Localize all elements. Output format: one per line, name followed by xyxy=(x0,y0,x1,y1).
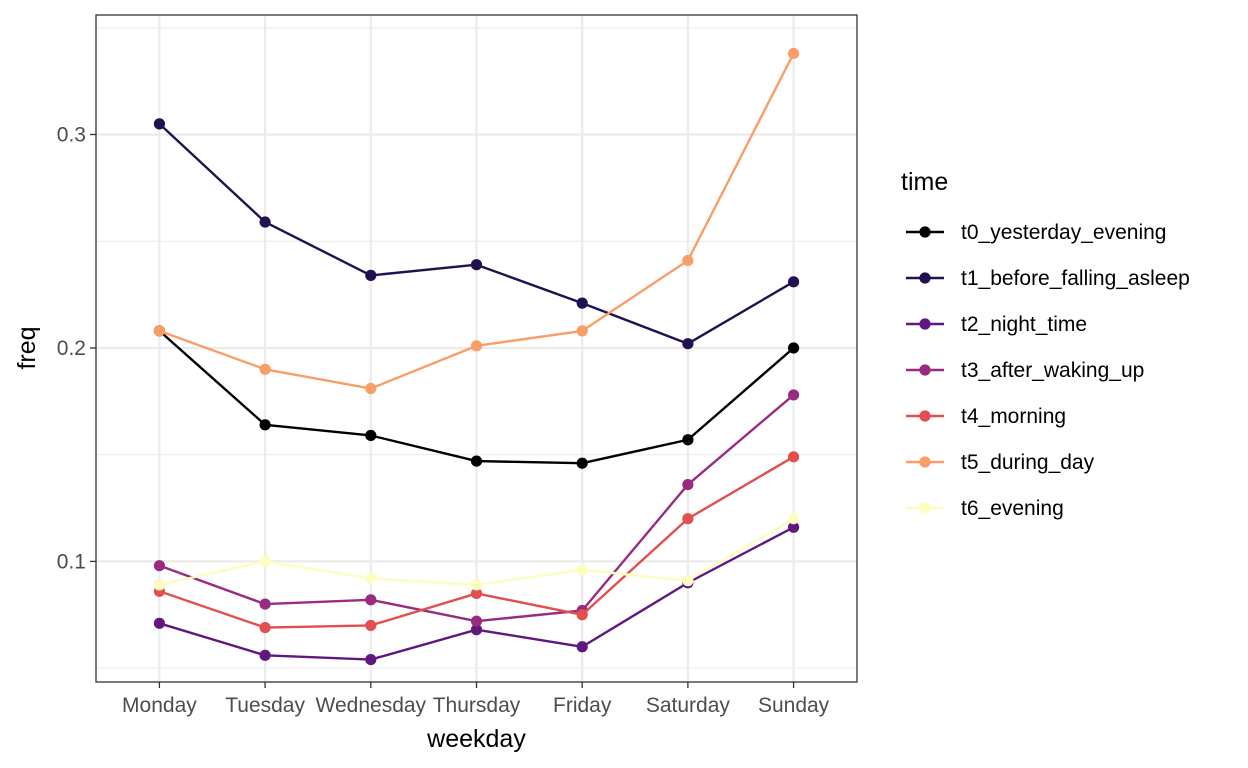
x-tick-label: Tuesday xyxy=(225,694,305,717)
data-point-t0-yesterday-evening xyxy=(470,455,483,467)
data-point-t6-evening xyxy=(365,572,377,585)
legend-key-point xyxy=(919,272,931,284)
data-point-t1-before-falling-asleep xyxy=(259,216,271,228)
y-tick-label: 0.3 xyxy=(57,124,86,147)
data-point-t5-during-day xyxy=(153,325,166,337)
x-tick-label: Wednesday xyxy=(316,694,427,717)
y-tick-label: 0.1 xyxy=(57,550,86,573)
data-point-t2-night-time xyxy=(153,617,166,629)
data-point-t1-before-falling-asleep xyxy=(576,297,588,309)
data-point-t4-morning xyxy=(787,451,800,463)
legend-label: t1_before_falling_asleep xyxy=(961,267,1190,290)
y-tick-label: 0.2 xyxy=(57,337,86,360)
x-axis: Monday Tuesday Wednesday Thursday Friday Satu… xyxy=(122,682,830,717)
data-point-t5-during-day xyxy=(787,47,800,60)
data-point-t6-evening xyxy=(576,564,588,576)
x-tick-label: Thursday xyxy=(433,694,521,717)
legend-key-point xyxy=(919,226,931,238)
legend-item-t0-yesterday-evening: t0_yesterday_evening xyxy=(906,221,1166,244)
legend-label: t4_morning xyxy=(961,405,1066,428)
legend-key-point xyxy=(919,318,931,330)
legend-item-t2-night-time: t2_night_time xyxy=(906,313,1087,336)
series-t1-before-falling-asleep xyxy=(153,118,800,350)
y-axis-title: freq xyxy=(13,326,41,369)
legend-item-t3-after-waking-up: t3_after_waking_up xyxy=(906,359,1144,382)
legend-label: t3_after_waking_up xyxy=(961,359,1144,382)
series-t4-morning xyxy=(153,451,800,634)
data-point-t5-during-day xyxy=(682,254,694,267)
data-point-t2-night-time xyxy=(787,521,800,533)
data-point-t0-yesterday-evening xyxy=(259,419,271,431)
data-point-t2-night-time xyxy=(259,649,271,661)
data-point-t3-after-waking-up xyxy=(153,560,166,572)
data-point-t0-yesterday-evening xyxy=(682,434,694,446)
data-point-t0-yesterday-evening xyxy=(576,457,588,469)
data-point-t2-night-time xyxy=(470,624,483,636)
legend-label: t5_during_day xyxy=(961,451,1095,474)
data-point-t6-evening xyxy=(153,579,166,591)
x-tick-label: Sunday xyxy=(758,694,830,717)
data-point-t5-during-day xyxy=(259,363,271,375)
data-point-t2-night-time xyxy=(576,641,588,653)
data-point-t4-morning xyxy=(576,609,588,621)
data-point-t3-after-waking-up xyxy=(365,594,377,606)
legend-item-t1-before-falling-asleep: t1_before_falling_asleep xyxy=(906,267,1190,290)
data-point-t1-before-falling-asleep xyxy=(787,276,800,288)
data-point-t5-during-day xyxy=(576,325,588,337)
legend-item-t6-evening: t6_evening xyxy=(906,497,1064,520)
data-point-t1-before-falling-asleep xyxy=(365,269,377,281)
data-point-t3-after-waking-up xyxy=(259,598,271,610)
data-point-t4-morning xyxy=(365,619,377,632)
x-tick-label: Saturday xyxy=(646,694,731,717)
series-layer xyxy=(153,47,800,666)
legend-label: t0_yesterday_evening xyxy=(961,221,1166,244)
legend: time t0_yesterday_evening t1_before_falli… xyxy=(901,168,1190,520)
data-point-t6-evening xyxy=(259,555,271,568)
x-tick-label: Monday xyxy=(122,694,197,717)
legend-key-point xyxy=(919,410,931,422)
legend-label: t2_night_time xyxy=(961,313,1087,336)
data-point-t3-after-waking-up xyxy=(787,389,800,401)
data-point-t6-evening xyxy=(470,579,483,591)
legend-item-t4-morning: t4_morning xyxy=(906,405,1066,428)
data-point-t0-yesterday-evening xyxy=(787,342,800,354)
data-point-t4-morning xyxy=(682,513,694,525)
legend-key-point xyxy=(919,456,931,468)
data-point-t2-night-time xyxy=(365,653,377,666)
data-point-t6-evening xyxy=(682,575,694,587)
data-point-t1-before-falling-asleep xyxy=(682,338,694,350)
legend-key-point xyxy=(919,502,931,514)
legend-key-point xyxy=(919,364,931,376)
data-point-t6-evening xyxy=(787,513,800,525)
data-point-t3-after-waking-up xyxy=(682,478,694,491)
legend-label: t6_evening xyxy=(961,497,1064,520)
x-tick-label: Friday xyxy=(553,694,612,717)
data-point-t3-after-waking-up xyxy=(470,615,483,627)
data-point-t0-yesterday-evening xyxy=(365,429,377,442)
series-t5-during-day xyxy=(153,47,800,395)
data-point-t5-during-day xyxy=(470,340,483,352)
series-t6-evening xyxy=(153,513,800,591)
data-point-t4-morning xyxy=(470,587,483,600)
data-point-t1-before-falling-asleep xyxy=(470,259,483,271)
data-point-t1-before-falling-asleep xyxy=(153,118,166,130)
data-point-t4-morning xyxy=(259,621,271,634)
legend-title: time xyxy=(901,168,948,196)
y-axis: 0.1 0.2 0.3 xyxy=(57,124,96,573)
x-axis-title: weekday xyxy=(426,725,526,753)
legend-item-t5-during-day: t5_during_day xyxy=(906,451,1095,474)
data-point-t5-during-day xyxy=(365,382,377,395)
